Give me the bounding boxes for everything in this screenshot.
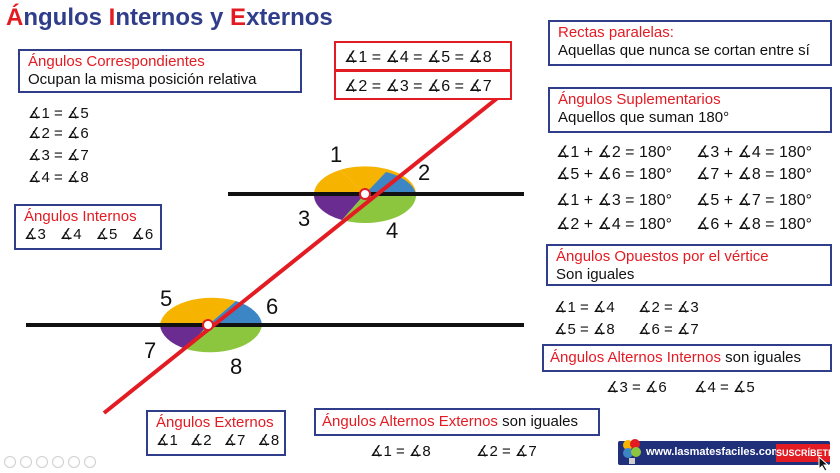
angle-label-8: 8: [230, 354, 243, 379]
suplementarios-eq-2: ∡3 + ∡4 = 180°: [696, 144, 813, 161]
opuestos-header: Ángulos Opuestos por el vértice: [556, 248, 769, 265]
externos-item-3: ∡7: [223, 432, 246, 449]
suplementarios-desc: Aquellos que suman 180°: [558, 109, 730, 126]
equalities-box-top: ∡1 = ∡4 = ∡5 = ∡8: [334, 41, 512, 71]
opuestos-eq-2: ∡2 = ∡3: [638, 299, 699, 316]
slide-prev-control[interactable]: [4, 456, 16, 468]
angle-3-sector: [313, 194, 365, 220]
suplementarios-eq-4: ∡7 + ∡8 = 180°: [696, 166, 813, 183]
externos-header: Ángulos Externos: [156, 414, 274, 431]
equality-chain-1: ∡1 = ∡4 = ∡5 = ∡8: [344, 49, 492, 66]
footer-url[interactable]: www.lasmatesfaciles.com: [646, 446, 782, 458]
angle-2-sector: [314, 170, 365, 194]
page-title: Ángulos Internos y Externos: [6, 4, 333, 31]
correspondientes-eq-4: ∡4 = ∡8: [28, 169, 89, 186]
alternos-externos-eq-1: ∡1 = ∡8: [370, 443, 431, 460]
angle-5-sector: [160, 297, 236, 325]
alternos-internos-eq-2: ∡4 = ∡5: [694, 379, 755, 396]
opuestos-eq-4: ∡6 = ∡7: [638, 321, 699, 338]
correspondientes-desc: Ocupan la misma posición relativa: [28, 71, 257, 88]
alternos-internos-header: Ángulos Alternos Internos: [550, 349, 721, 366]
correspondientes-box: Ángulos Correspondientes Ocupan la misma…: [18, 49, 302, 93]
equality-chain-2: ∡2 = ∡3 = ∡6 = ∡7: [344, 78, 492, 95]
internos-header: Ángulos Internos: [24, 208, 137, 225]
alternos-internos-box: Ángulos Alternos Internos son iguales: [542, 344, 832, 372]
externos-item-4: ∡8: [257, 432, 280, 449]
suplementarios-header: Ángulos Suplementarios: [558, 91, 721, 108]
internos-item-4: ∡6: [131, 226, 154, 243]
correspondientes-eq-2: ∡2 = ∡6: [28, 125, 89, 142]
internos-box: Ángulos Internos ∡3 ∡4 ∡5 ∡6: [14, 204, 162, 250]
angle-label-4: 4: [386, 218, 399, 243]
alternos-externos-header: Ángulos Alternos Externos: [322, 413, 498, 430]
alternos-externos-eq-2: ∡2 = ∡7: [476, 443, 537, 460]
angle-label-1: 1: [330, 142, 343, 167]
brain-logo-icon: [623, 439, 641, 464]
transversal-line: [102, 90, 507, 415]
angle-label-3: 3: [298, 206, 311, 231]
top-intersection-angles: [313, 166, 417, 224]
paralelas-header: Rectas paralelas:: [558, 24, 674, 41]
angle-label-5: 5: [160, 286, 173, 311]
angle-label-7: 7: [144, 338, 157, 363]
correspondientes-eq-1: ∡1 = ∡5: [28, 105, 89, 122]
opuestos-box: Ángulos Opuestos por el vértice Son igua…: [546, 244, 832, 286]
angle-label-6: 6: [266, 294, 279, 319]
internos-item-1: ∡3: [24, 226, 46, 243]
externos-item-2: ∡2: [189, 432, 212, 449]
externos-items: ∡1 ∡2 ∡7 ∡8: [156, 432, 280, 450]
subscribe-button[interactable]: SUSCRÍBETE: [776, 444, 834, 462]
opuestos-eq-1: ∡1 = ∡4: [554, 299, 615, 316]
intersection-point-top: [359, 188, 371, 200]
suplementarios-box: Ángulos Suplementarios Aquellos que suma…: [548, 87, 832, 133]
paralelas-desc: Aquellas que nunca se cortan entre sí: [558, 42, 810, 59]
alternos-internos-suffix: son iguales: [720, 349, 802, 366]
alternos-externos-suffix: son iguales: [497, 413, 578, 430]
internos-item-3: ∡5: [95, 226, 118, 243]
suplementarios-eq-8: ∡6 + ∡8 = 180°: [696, 216, 813, 233]
suplementarios-eq-6: ∡5 + ∡7 = 180°: [696, 192, 813, 209]
angle-7-sector: [160, 325, 208, 349]
suplementarios-eq-3: ∡5 + ∡6 = 180°: [556, 166, 673, 183]
angle-label-2: 2: [418, 160, 431, 185]
internos-items: ∡3 ∡4 ∡5 ∡6: [24, 226, 154, 244]
angle-green-sector: [342, 194, 417, 224]
paralelas-box: Rectas paralelas: Aquellas que nunca se …: [548, 20, 832, 66]
externos-box: Ángulos Externos ∡1 ∡2 ∡7 ∡8: [146, 410, 286, 456]
alternos-externos-box: Ángulos Alternos Externos son iguales: [314, 408, 600, 436]
correspondientes-eq-3: ∡3 = ∡7: [28, 147, 89, 164]
opuestos-desc: Son iguales: [556, 266, 635, 283]
slide-next-control[interactable]: [20, 456, 32, 468]
suplementarios-eq-7: ∡2 + ∡4 = 180°: [556, 216, 673, 233]
intersection-point-bottom: [202, 319, 214, 331]
internos-item-2: ∡4: [59, 226, 82, 243]
alternos-internos-eq-1: ∡3 = ∡6: [606, 379, 667, 396]
slide-more-control[interactable]: [84, 456, 96, 468]
cursor-icon: [818, 456, 830, 472]
suplementarios-eq-1: ∡1 + ∡2 = 180°: [556, 144, 673, 161]
suplementarios-eq-5: ∡1 + ∡3 = 180°: [556, 192, 673, 209]
slide-zoom-control[interactable]: [68, 456, 80, 468]
opuestos-eq-3: ∡5 = ∡8: [554, 321, 615, 338]
correspondientes-header: Ángulos Correspondientes: [28, 53, 205, 70]
equalities-box-bottom: ∡2 = ∡3 = ∡6 = ∡7: [334, 70, 512, 100]
externos-item-1: ∡1: [156, 432, 178, 449]
slide-menu-control[interactable]: [52, 456, 64, 468]
slide-pen-control[interactable]: [36, 456, 48, 468]
